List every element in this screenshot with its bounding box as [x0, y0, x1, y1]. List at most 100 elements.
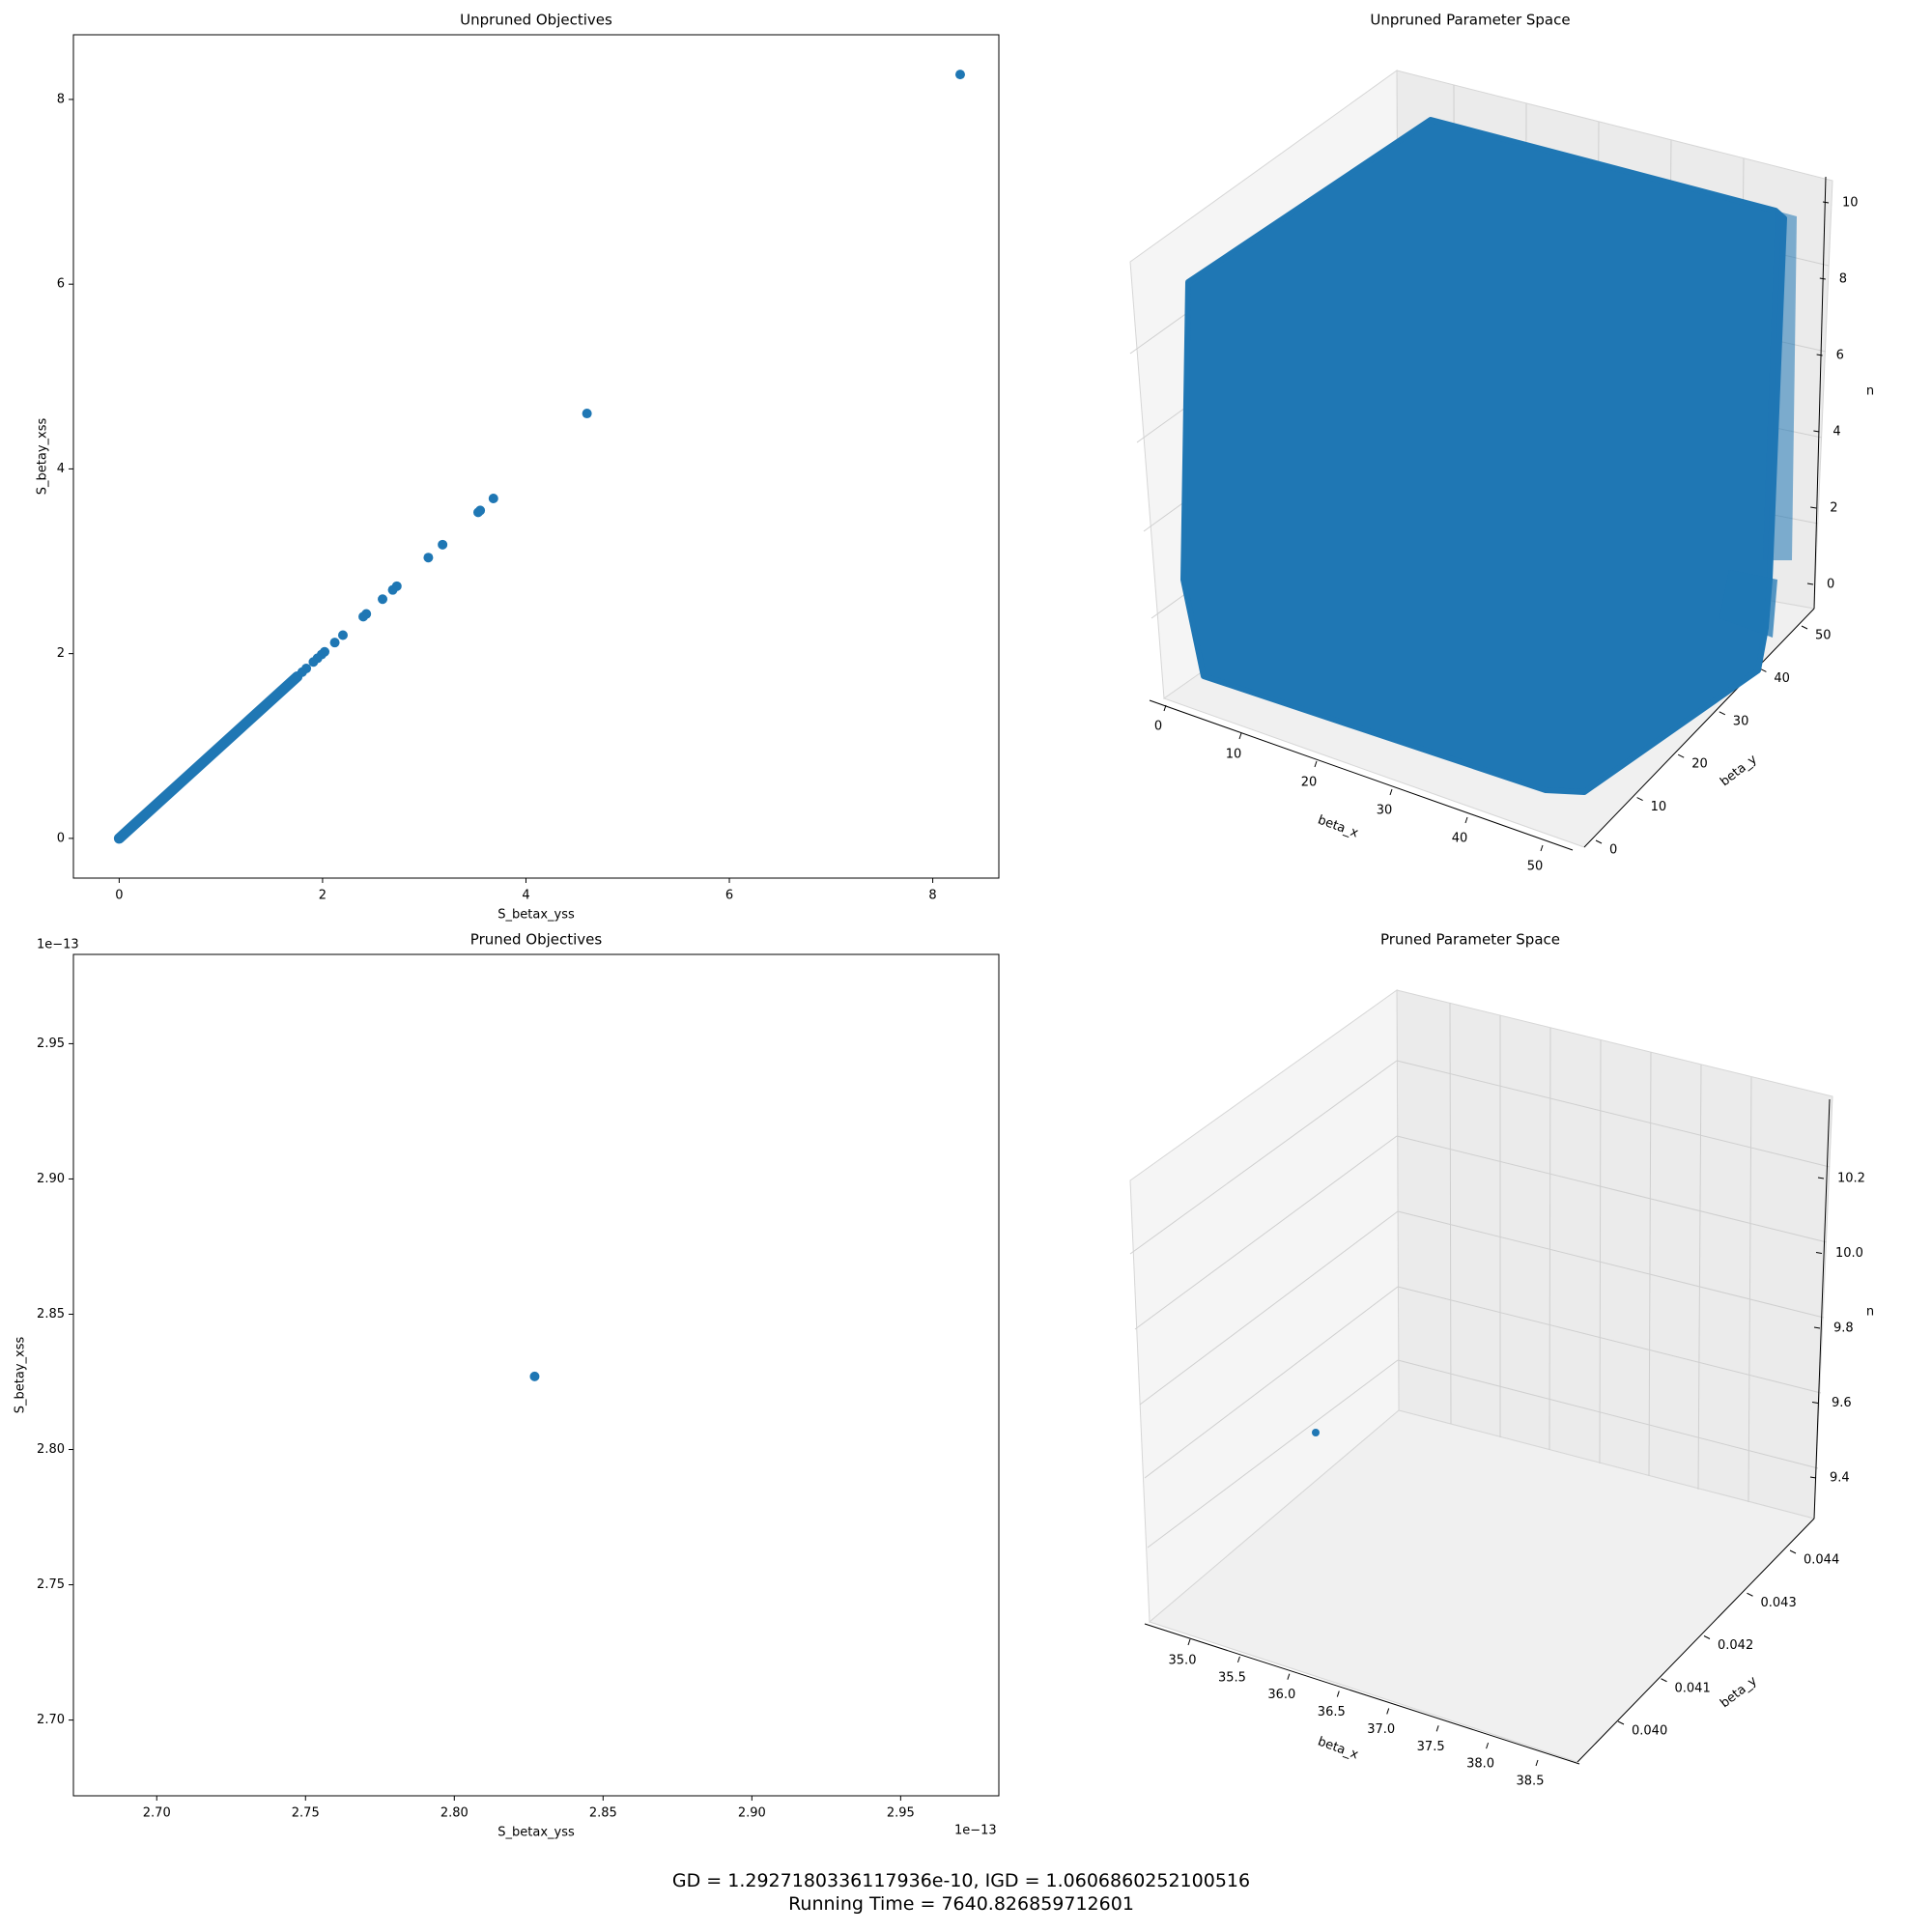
pruned-parameter-space-z-tick-3: [1815, 1252, 1823, 1254]
unpruned-parameter-space-z-axis-label: n: [1866, 384, 1874, 399]
unpruned-parameter-space-point-cloud-shelf: [1719, 570, 1777, 638]
unpruned-parameter-space-x-axis-line: [1149, 699, 1574, 851]
pruned-parameter-space-z-tick-2: [1813, 1326, 1821, 1329]
unpruned-parameter-space-z-tick-label-2: 4: [1833, 425, 1840, 440]
unpruned-parameter-space-z-tick-label-3: 6: [1836, 349, 1844, 363]
unpruned-parameter-space-y-tick-1: [1636, 797, 1643, 802]
unpruned-objectives-data-point-4: [472, 507, 483, 518]
pruned-parameter-space-x-tick-1: [1236, 1656, 1240, 1663]
unpruned-parameter-space-x-tick-label-0: 0: [1154, 720, 1162, 734]
unpruned-objectives-dense-point-cluster: [113, 671, 303, 844]
pruned-parameter-space-title: Pruned Parameter Space: [1380, 931, 1560, 949]
pruned-parameter-space-x-tick-label-2: 36.0: [1267, 1688, 1295, 1702]
unpruned-objectives-x-tick-label-4: 8: [928, 889, 936, 903]
pruned-objectives-y-tick-label-4: 2.90: [37, 1172, 65, 1186]
unpruned-objectives-data-point-1: [582, 409, 592, 419]
pruned-parameter-space-x-tick-7: [1535, 1759, 1539, 1767]
pruned-objectives-x-tick-label-0: 2.70: [143, 1806, 171, 1821]
pruned-parameter-space-y-tick-label-2: 0.042: [1718, 1638, 1753, 1653]
pruned-objectives-y-tick-label-1: 2.75: [37, 1577, 65, 1592]
unpruned-parameter-space-y-tick-label-0: 0: [1609, 843, 1617, 858]
pruned-parameter-space-grid-line-c-4: [1397, 1359, 1819, 1469]
pruned-parameter-space-x-tick-label-0: 35.0: [1169, 1654, 1197, 1668]
pruned-parameter-space-z-tick-0: [1809, 1476, 1817, 1479]
pruned-parameter-space-z-axis-line: [1813, 1098, 1831, 1520]
pruned-parameter-space-z-tick-label-3: 10.0: [1835, 1246, 1863, 1261]
unpruned-parameter-space-z-tick-label-5: 10: [1842, 196, 1859, 211]
unpruned-objectives-data-point-8: [387, 584, 398, 595]
pruned-objectives-y-tick-label-3: 2.85: [37, 1307, 65, 1321]
pruned-parameter-space-grid-line-c-3: [1397, 1286, 1822, 1394]
pruned-objectives-x-tick-label-5: 2.95: [887, 1806, 915, 1821]
pruned-objectives-y-tick-label-5: 2.95: [37, 1037, 65, 1051]
unpruned-parameter-space-z-tick-label-4: 8: [1839, 272, 1847, 287]
unpruned-parameter-space-z-tick-4: [1819, 277, 1826, 280]
unpruned-parameter-space-x-tick-0: [1163, 704, 1167, 712]
pruned-parameter-space-y-tick-label-4: 0.044: [1804, 1553, 1839, 1568]
pruned-parameter-space-y-tick-label-3: 0.043: [1761, 1596, 1797, 1610]
pruned-objectives-y-tick-label-0: 2.70: [37, 1713, 65, 1727]
unpruned-parameter-space-y-tick-3: [1719, 711, 1726, 716]
unpruned-parameter-space-x-tick-4: [1464, 816, 1468, 824]
pruned-parameter-space-y-tick-0: [1617, 1720, 1625, 1725]
unpruned-parameter-space-x-tick-label-2: 20: [1301, 776, 1318, 790]
unpruned-parameter-space-z-tick-1: [1810, 506, 1817, 509]
unpruned-objectives-data-point-17: [308, 657, 319, 668]
unpruned-objectives-data-point-12: [337, 630, 348, 640]
unpruned-parameter-space-z-tick-5: [1822, 201, 1830, 204]
unpruned-parameter-space-z-tick-0: [1806, 582, 1814, 585]
pruned-parameter-space-x-tick-label-7: 38.5: [1517, 1775, 1545, 1789]
unpruned-parameter-space-y-axis-line: [1583, 608, 1815, 848]
pruned-parameter-space-z-axis-label: n: [1866, 1305, 1874, 1320]
unpruned-parameter-space-y-tick-label-3: 30: [1733, 714, 1749, 728]
pruned-objectives-y-tick-label-2: 2.80: [37, 1442, 65, 1457]
unpruned-parameter-space-point-cloud: [1180, 117, 1787, 795]
unpruned-parameter-space-z-tick-label-0: 0: [1827, 578, 1834, 592]
pruned-parameter-space-grid-line-a-0: [1449, 1002, 1452, 1425]
unpruned-parameter-space-x-tick-5: [1540, 844, 1544, 852]
pruned-parameter-space-x-axis-label: beta_x: [1316, 1735, 1360, 1763]
unpruned-objectives-data-point-9: [378, 594, 388, 605]
pruned-parameter-space-y-axis-label: beta_y: [1718, 1674, 1760, 1712]
pruned-objectives-x-tick-label-3: 2.85: [589, 1806, 617, 1821]
unpruned-parameter-space-point-cloud-edge: [1763, 211, 1797, 560]
unpruned-parameter-space-z-tick-2: [1813, 430, 1820, 433]
unpruned-objectives-y-tick-label-3: 6: [57, 277, 65, 292]
unpruned-parameter-space-y-tick-label-1: 10: [1651, 800, 1667, 814]
unpruned-objectives-y-tick-label-2: 4: [57, 462, 65, 476]
unpruned-objectives-y-tick-label-1: 2: [57, 646, 65, 661]
unpruned-objectives-data-point-6: [423, 553, 434, 563]
pruned-parameter-space-grid-line-b-0: [1129, 1060, 1398, 1255]
unpruned-parameter-space-y-tick-label-2: 20: [1691, 757, 1708, 772]
unpruned-objectives-data-point-13: [329, 638, 340, 648]
pruned-parameter-space-x-axis-line: [1144, 1623, 1580, 1765]
unpruned-parameter-space-title: Unpruned Parameter Space: [1370, 12, 1570, 29]
pruned-parameter-space-z-tick-label-0: 9.4: [1830, 1471, 1850, 1486]
pruned-objectives-y-offset-label: 1e−13: [37, 938, 79, 952]
pruned-objectives-title: Pruned Objectives: [470, 931, 603, 949]
unpruned-objectives-data-point-5: [438, 539, 448, 550]
pruned-parameter-space-grid-line-b-2: [1139, 1210, 1399, 1406]
unpruned-parameter-space-z-tick-label-1: 2: [1830, 501, 1837, 516]
pruned-parameter-space-x-tick-label-5: 37.5: [1417, 1740, 1445, 1754]
pruned-parameter-space-y-tick-label-0: 0.040: [1632, 1724, 1667, 1739]
metrics-text: GD = 1.2927180336117936e-10, IGD = 1.060…: [671, 1870, 1251, 1891]
pruned-parameter-space-grid-line-c-2: [1397, 1210, 1825, 1319]
pruned-parameter-space-y-axis-line: [1577, 1518, 1815, 1763]
unpruned-parameter-space-y-axis-label: beta_y: [1718, 753, 1760, 790]
pruned-parameter-space-grid-line-b-4: [1147, 1359, 1399, 1548]
pruned-parameter-space-y-tick-3: [1747, 1592, 1753, 1597]
pruned-parameter-space-grid-line-c-1: [1396, 1135, 1828, 1243]
unpruned-objectives-title: Unpruned Objectives: [460, 12, 612, 29]
unpruned-parameter-space-y-tick-0: [1595, 839, 1603, 844]
pruned-parameter-space-z-tick-label-2: 9.8: [1833, 1321, 1854, 1336]
pruned-objectives-x-tick-label-1: 2.75: [292, 1806, 320, 1821]
pruned-parameter-space-x-tick-3: [1336, 1690, 1340, 1697]
unpruned-objectives-x-tick-label-1: 2: [319, 889, 327, 903]
pruned-objectives-x-offset-label: 1e−13: [954, 1824, 997, 1838]
unpruned-objectives-data-point-2: [488, 494, 498, 504]
pruned-parameter-space-grid-line-b-1: [1134, 1135, 1398, 1330]
pruned-objectives-data-point-0: [529, 1371, 540, 1381]
unpruned-parameter-space-x-tick-1: [1238, 732, 1242, 740]
